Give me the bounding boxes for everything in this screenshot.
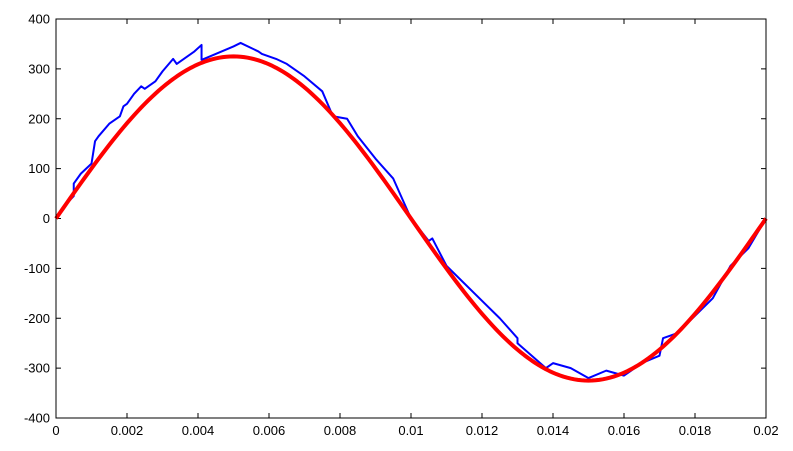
x-tick-label: 0.02 — [753, 423, 778, 438]
x-tick-label: 0.014 — [537, 423, 570, 438]
x-tick-label: 0 — [52, 423, 59, 438]
series-line-red — [54, 54, 768, 383]
y-tick-label: -200 — [24, 311, 50, 326]
y-tick-label: -100 — [24, 261, 50, 276]
y-tick-label: 0 — [43, 211, 50, 226]
x-tick-label: 0.01 — [398, 423, 423, 438]
x-tick-label: 0.002 — [111, 423, 144, 438]
series-line-blue — [55, 41, 767, 380]
series-layer — [54, 41, 768, 383]
y-tick-label: -400 — [24, 411, 50, 426]
y-tick-label: -300 — [24, 361, 50, 376]
y-tick-label: 300 — [28, 61, 50, 76]
x-tick-label: 0.016 — [608, 423, 641, 438]
y-tick-label: 100 — [28, 161, 50, 176]
x-tick-label: 0.012 — [466, 423, 499, 438]
x-tick-label: 0.008 — [324, 423, 357, 438]
plot-frame — [55, 18, 767, 419]
x-tick-label: 0.006 — [253, 423, 286, 438]
x-tick-label: 0.018 — [679, 423, 712, 438]
axes: 0 0.002 0.004 0.006 0.008 0.01 0.012 0.014 0.016… — [24, 12, 779, 439]
y-tick-label: 400 — [28, 12, 50, 27]
y-tick-label: 200 — [28, 111, 50, 126]
x-tick-label: 0.004 — [182, 423, 215, 438]
